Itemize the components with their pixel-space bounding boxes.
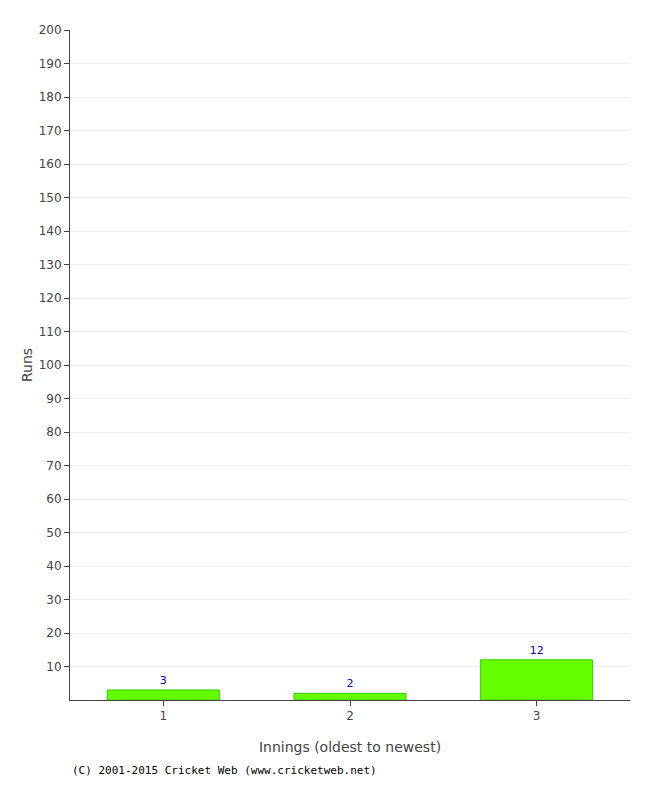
svg-text:90: 90 [46,392,61,406]
svg-text:Runs: Runs [19,348,35,382]
svg-text:3: 3 [533,709,541,723]
svg-text:10: 10 [46,660,61,674]
svg-text:160: 160 [39,157,62,171]
svg-text:150: 150 [39,191,62,205]
svg-text:190: 190 [39,57,62,71]
svg-text:80: 80 [46,425,61,439]
svg-text:30: 30 [46,593,61,607]
svg-text:2: 2 [346,709,354,723]
svg-text:60: 60 [46,492,61,506]
svg-text:3: 3 [160,674,167,687]
svg-text:(C) 2001-2015 Cricket Web (www: (C) 2001-2015 Cricket Web (www.cricketwe… [72,764,377,777]
svg-text:20: 20 [46,626,61,640]
svg-text:50: 50 [46,526,61,540]
svg-text:170: 170 [39,124,62,138]
svg-text:2: 2 [347,677,354,690]
svg-text:180: 180 [39,90,62,104]
svg-text:70: 70 [46,459,61,473]
svg-text:40: 40 [46,559,61,573]
svg-text:Innings (oldest to newest): Innings (oldest to newest) [259,739,441,755]
svg-text:120: 120 [39,291,62,305]
svg-text:130: 130 [39,258,62,272]
svg-text:200: 200 [39,23,62,37]
svg-text:110: 110 [39,325,62,339]
svg-text:12: 12 [530,644,544,657]
svg-text:140: 140 [39,224,62,238]
svg-text:1: 1 [160,709,168,723]
svg-text:100: 100 [39,358,62,372]
